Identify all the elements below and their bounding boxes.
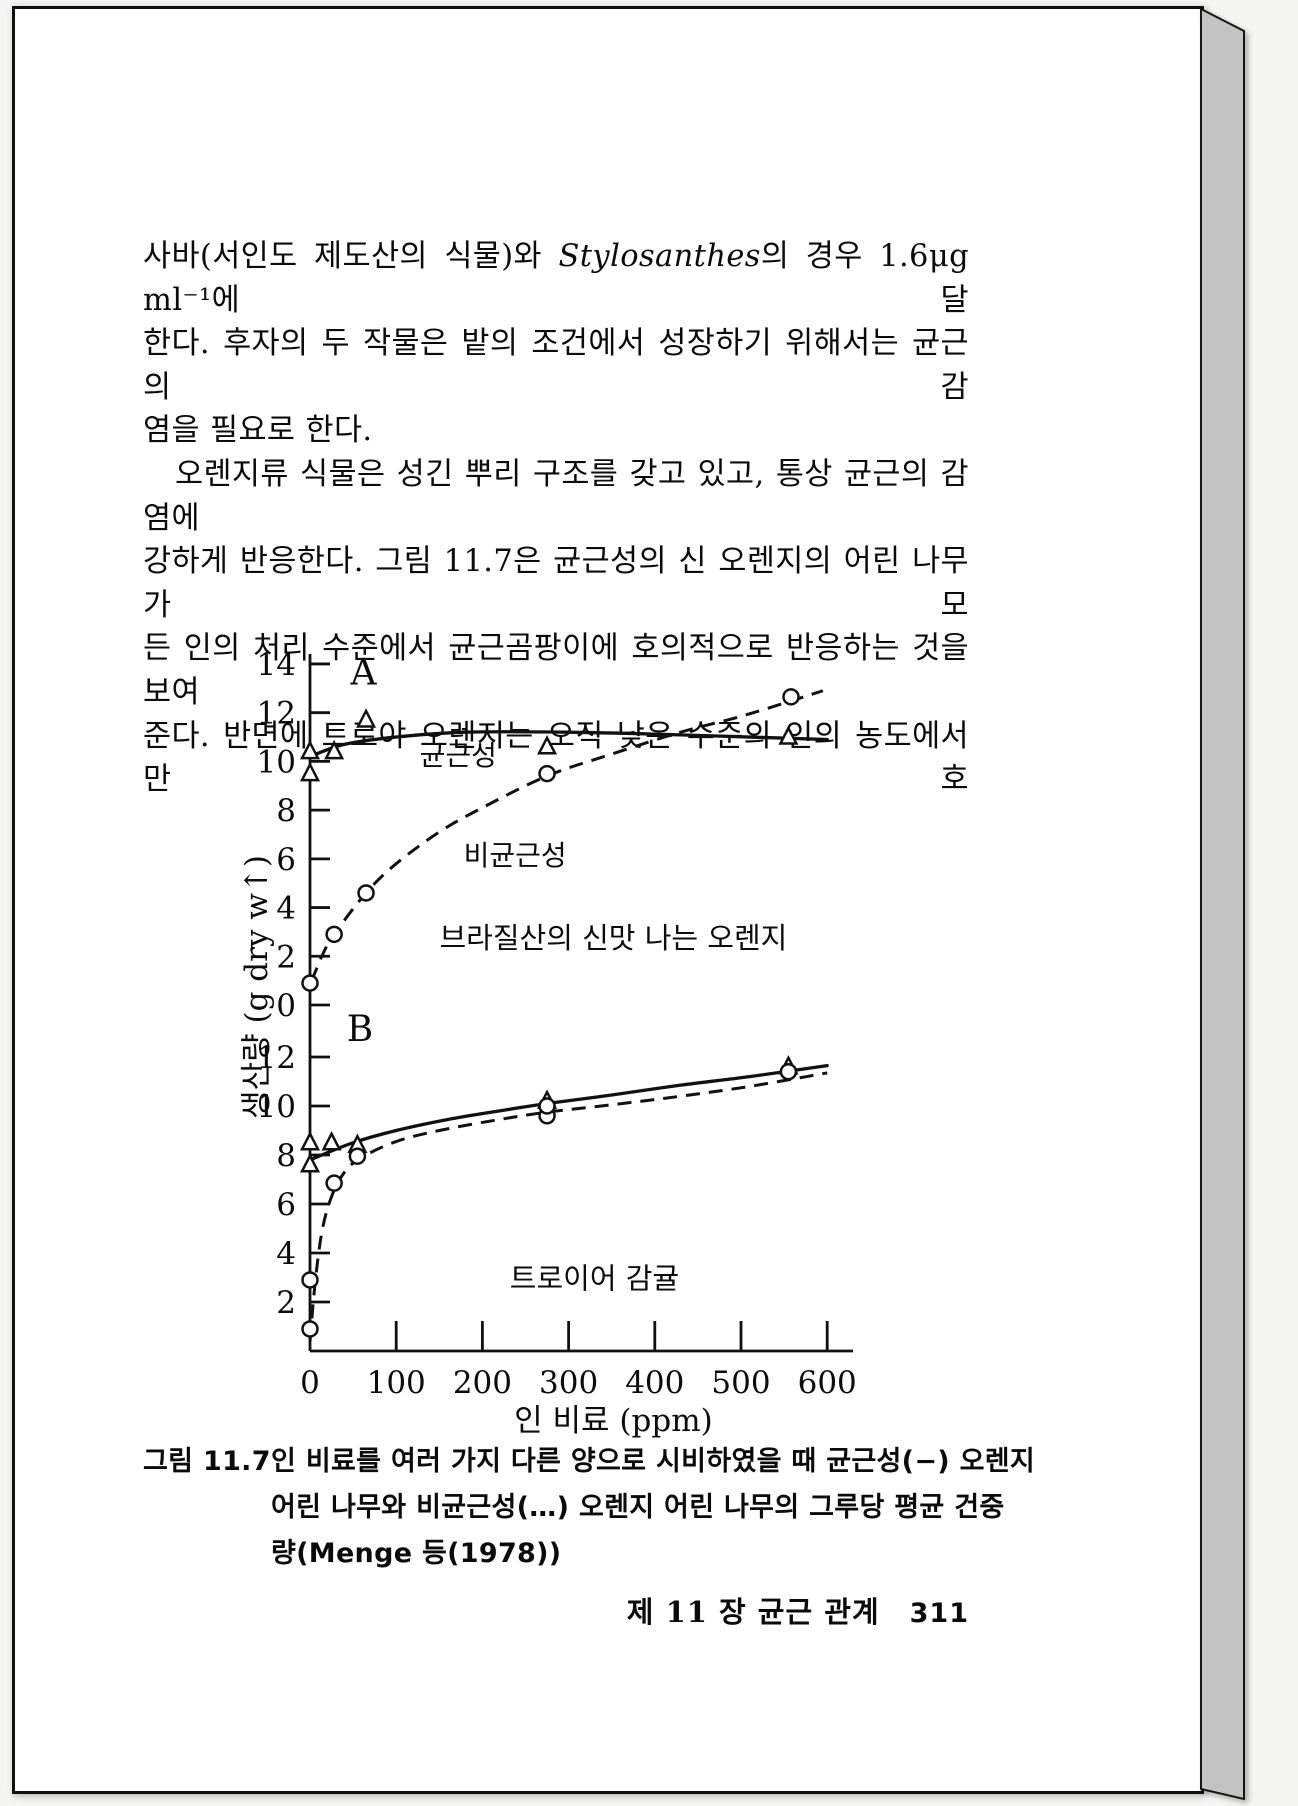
triangle-marker bbox=[778, 725, 799, 745]
text-run: 사바(서인도 제도산의 식물)와 bbox=[143, 239, 559, 274]
circle-marker bbox=[357, 884, 375, 902]
chapter-title: 제 11 장 균근 관계 bbox=[626, 1595, 880, 1629]
circle-marker bbox=[538, 1097, 556, 1115]
paragraph-line: 염을 필요로 한다. bbox=[143, 413, 373, 449]
triangle-marker bbox=[299, 739, 321, 760]
circle-marker bbox=[779, 1062, 798, 1081]
circle-marker bbox=[301, 1320, 319, 1338]
circle-marker bbox=[348, 1147, 367, 1165]
paragraph-line: 강하게 반응한다. 그림 11.7은 균근성의 신 오렌지의 어린 나무가 모 bbox=[143, 544, 969, 623]
page-number: 311 bbox=[909, 1598, 969, 1629]
caption-line: 어린 나무와 비균근성(…) 오렌지 어린 나무의 그루당 평균 건중 bbox=[271, 1492, 1005, 1523]
y-tick-label: 10 bbox=[257, 1089, 296, 1125]
paragraph-line: 사바(서인도 제도산의 식물)와 Stylosanthes의 경우 1.6μg … bbox=[143, 235, 969, 322]
y-axis-title: 생산량 (g dry w↑) bbox=[239, 855, 275, 1119]
y-tick-label: 10 bbox=[257, 744, 296, 780]
series-line-nonmycorrhizal bbox=[308, 1071, 828, 1342]
body-text: 사바(서인도 제도산의 식물)와 Stylosanthes의 경우 1.6μg … bbox=[143, 235, 969, 802]
y-tick-label: 2 bbox=[276, 939, 296, 975]
y-tick-label: 4 bbox=[276, 891, 296, 927]
text-run: 의 경우 1.6μg ml⁻¹에 달 bbox=[143, 239, 970, 318]
x-tick-label: 200 bbox=[453, 1365, 512, 1401]
circle-marker bbox=[325, 925, 343, 944]
triangle-marker bbox=[324, 739, 345, 760]
caption-line: 인 비료를 여러 가지 다른 양으로 시비하였을 때 균근성(−) 오렌지 bbox=[271, 1446, 1036, 1477]
series-line-mycorrhizal bbox=[308, 730, 829, 759]
chart-annotation: A bbox=[349, 653, 377, 694]
caption-text: 인 비료를 여러 가지 다른 양으로 시비하였을 때 균근성(−) 오렌지 어린… bbox=[271, 1439, 1053, 1577]
circle-marker bbox=[782, 688, 800, 706]
y-tick-label: 14 bbox=[257, 647, 296, 683]
latin-species-name: Stylosanthes bbox=[558, 239, 761, 274]
caption-label: 그림 11.7 bbox=[143, 1446, 271, 1477]
series-line-mycorrhizal bbox=[308, 1063, 829, 1162]
x-tick-label: 600 bbox=[798, 1365, 857, 1401]
y-tick-label: 2 bbox=[276, 1285, 296, 1321]
x-tick-label: 500 bbox=[711, 1365, 770, 1401]
y-tick-label: 12 bbox=[257, 1040, 296, 1076]
x-tick-label: 0 bbox=[300, 1365, 320, 1401]
triangle-marker bbox=[299, 1153, 321, 1173]
circle-marker bbox=[301, 1271, 319, 1289]
triangle-marker bbox=[355, 708, 377, 728]
book-page: 사바(서인도 제도산의 식물)와 Stylosanthes의 경우 1.6μg … bbox=[12, 6, 1204, 1794]
chart-annotation: 균근성 bbox=[420, 739, 497, 772]
page-stack-edge bbox=[1200, 7, 1245, 1801]
y-tick-label: 8 bbox=[276, 1138, 296, 1174]
x-tick-label: 400 bbox=[625, 1365, 684, 1401]
y-tick-label: 6 bbox=[276, 1187, 296, 1223]
y-tick-label: 8 bbox=[276, 793, 296, 829]
triangle-marker bbox=[299, 1131, 321, 1151]
x-axis-title: 인 비료 (ppm) bbox=[514, 1403, 713, 1439]
triangle-marker bbox=[536, 735, 558, 755]
chart-annotation: 트로이어 감귤 bbox=[510, 1262, 679, 1296]
caption-line: 량(Menge 등(1978)) bbox=[271, 1538, 562, 1569]
triangle-marker bbox=[299, 761, 321, 782]
paragraph-line: 준다. 반면에 트로야 오렌지는 오직 낮은 수준의 인의 농도에서만 호 bbox=[143, 718, 969, 798]
y-tick-label: 12 bbox=[257, 696, 296, 732]
circle-marker bbox=[301, 974, 319, 992]
circle-marker bbox=[325, 1174, 343, 1192]
paragraph-line: 한다. 후자의 두 작물은 밭의 조건에서 성장하기 위해서는 균근의 감 bbox=[143, 326, 969, 405]
chart-annotation: 브라질산의 신맛 나는 오렌지 bbox=[440, 921, 788, 955]
y-tick-label: 6 bbox=[276, 842, 296, 878]
y-tick-label: 0 bbox=[276, 988, 296, 1024]
paragraph-line: 든 인의 처리 수준에서 균근곰팡이에 호의적으로 반응하는 것을 보여 bbox=[143, 631, 969, 710]
x-tick-label: 300 bbox=[539, 1365, 598, 1401]
running-footer: 제 11 장 균근 관계 311 bbox=[143, 1589, 969, 1631]
chart-annotation: 비균근성 bbox=[464, 839, 567, 872]
circle-marker bbox=[538, 764, 556, 783]
figure-caption: 그림 11.7 인 비료를 여러 가지 다른 양으로 시비하였을 때 균근성(−… bbox=[143, 1439, 1053, 1577]
triangle-marker bbox=[321, 1131, 342, 1151]
chart-annotation: B bbox=[347, 1009, 373, 1050]
paragraph-line: 오렌지류 식물은 성긴 뿌리 구조를 갖고 있고, 통상 균근의 감염에 bbox=[143, 456, 969, 536]
y-tick-label: 4 bbox=[276, 1236, 296, 1272]
x-tick-label: 100 bbox=[367, 1365, 426, 1401]
